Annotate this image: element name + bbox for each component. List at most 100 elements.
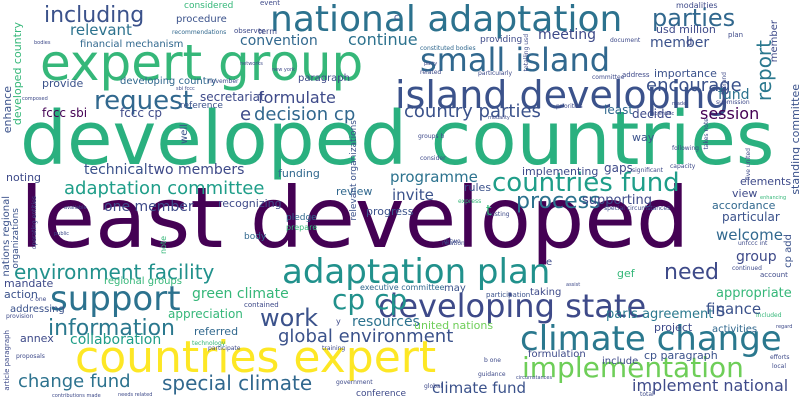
- word-procedure: procedure: [176, 14, 227, 25]
- word-participate: participate: [208, 345, 241, 352]
- word-s: s: [716, 300, 726, 321]
- word-environment-facility: environment facility: [14, 260, 215, 284]
- word-november: november: [208, 78, 239, 85]
- word-meeting: meeting: [538, 27, 597, 43]
- word-observer: observer: [234, 27, 265, 35]
- word-cp-paragraph: cp paragraph: [644, 349, 718, 362]
- word-appropriate: appropriate: [716, 286, 792, 301]
- word-included: included: [756, 312, 782, 319]
- word-document: document: [610, 37, 641, 44]
- word-c-one: c one: [30, 296, 47, 303]
- word-guidance: guidance: [478, 371, 506, 378]
- word-total: total: [640, 391, 654, 398]
- word-addressing: addressing: [10, 304, 65, 315]
- word-note: note: [159, 236, 168, 255]
- word-contained: contained: [244, 301, 279, 309]
- word-noting: noting: [6, 171, 42, 184]
- word-public: public: [54, 231, 70, 237]
- word-developed-country-v: developed country: [11, 22, 24, 126]
- word-change-fund: change fund: [18, 371, 131, 392]
- word-may: may: [444, 283, 466, 294]
- word-event: event: [260, 0, 280, 7]
- word-two-members: two members: [148, 162, 245, 178]
- word-y: y: [336, 317, 341, 326]
- word-capacity: capacity: [670, 163, 696, 170]
- word-government: government: [336, 379, 373, 386]
- word-parties: parties: [652, 4, 736, 32]
- word-express: express: [458, 198, 482, 205]
- word-modalities: modalities: [676, 1, 718, 10]
- word-regional-groups: regional groups: [104, 276, 182, 287]
- word-support: support: [50, 279, 181, 319]
- word-pledge: pledge: [286, 213, 317, 223]
- word-welcome: welcome: [716, 226, 783, 244]
- word-provide: provide: [42, 77, 84, 90]
- word-address: address: [622, 71, 650, 79]
- word-relation: relation: [442, 240, 465, 247]
- word-training: training: [322, 345, 346, 352]
- word-importance: importance: [654, 67, 717, 80]
- word-implementation: implementation: [522, 351, 744, 384]
- word-financial-mechanism: financial mechanism: [80, 39, 184, 50]
- word-well: well: [179, 124, 190, 144]
- word-existing: existing: [486, 211, 510, 218]
- word-activities: activities: [712, 324, 758, 335]
- word-submission: submission: [716, 99, 750, 106]
- word-annex: annex: [20, 332, 54, 345]
- word-organizations: organizations: [11, 208, 21, 269]
- word-secretariat: secretariat: [200, 90, 265, 104]
- word-least-small: least: [604, 103, 634, 117]
- word-recommendations: recommendations: [172, 29, 227, 36]
- word-operating-entities: operating entities: [31, 196, 38, 250]
- word-body: body: [244, 232, 267, 242]
- word-local: local: [772, 363, 786, 370]
- word-green-climate: green climate: [192, 286, 289, 302]
- word-progress: progress: [366, 205, 414, 218]
- word-party: party: [424, 61, 438, 67]
- word-special-circumstances: special circumstances: [604, 205, 671, 212]
- word-cp-cp: cp cp: [332, 283, 408, 316]
- word-proposals: proposals: [16, 353, 45, 360]
- word-circumstances: circumstances: [516, 375, 553, 381]
- word-priorities: priorities: [556, 103, 583, 110]
- word-available: available: [64, 205, 87, 211]
- word-including: including: [44, 3, 145, 28]
- word-continued: continued: [732, 265, 762, 272]
- word-modality: modality: [488, 115, 510, 121]
- word-assist: assist: [566, 282, 581, 288]
- word-developing-country: developing country: [120, 76, 217, 87]
- word-plan: plan: [728, 31, 744, 39]
- word-invite: invite: [392, 186, 434, 204]
- word-country-parties: country parties: [404, 101, 541, 122]
- word-significant: significant: [632, 167, 663, 174]
- word-particular: particular: [722, 210, 780, 224]
- word-cp-add: cp add: [783, 234, 794, 268]
- word-recognizing: recognizing: [218, 197, 282, 210]
- word-include: include: [602, 356, 639, 367]
- word-fccc-sbi: fccc sbi: [42, 106, 88, 120]
- word-following: following: [672, 145, 699, 152]
- word-action: action: [4, 288, 38, 301]
- word-considered: considered: [184, 1, 234, 11]
- word-one-member: one member: [104, 199, 194, 215]
- word-reference: reference: [180, 101, 223, 111]
- word-request: request: [94, 86, 193, 116]
- word-expert-group: expert group: [40, 34, 364, 92]
- word-special-climate: special climate: [162, 371, 313, 395]
- word-least-developed: least developed: [20, 169, 690, 267]
- word-e: e: [240, 104, 252, 125]
- word-gef: gef: [617, 267, 635, 280]
- word-work-big: work: [260, 304, 319, 332]
- word-term: term: [258, 27, 277, 36]
- word-totalling-usd: totalling usd: [523, 34, 530, 72]
- word-particularly: particularly: [478, 70, 513, 77]
- word-conference: conference: [356, 389, 407, 399]
- word-national-adaptation: national adaptation: [270, 0, 623, 40]
- word-needs-related: needs related: [118, 392, 153, 398]
- word-related: related: [420, 69, 442, 76]
- word-accordance: accordance: [712, 199, 776, 212]
- word-developed-countries: developed countries: [20, 96, 775, 182]
- word-technical: technical: [84, 162, 148, 178]
- word-decision-cp: decision cp: [254, 104, 356, 125]
- word-convention: convention: [240, 33, 318, 49]
